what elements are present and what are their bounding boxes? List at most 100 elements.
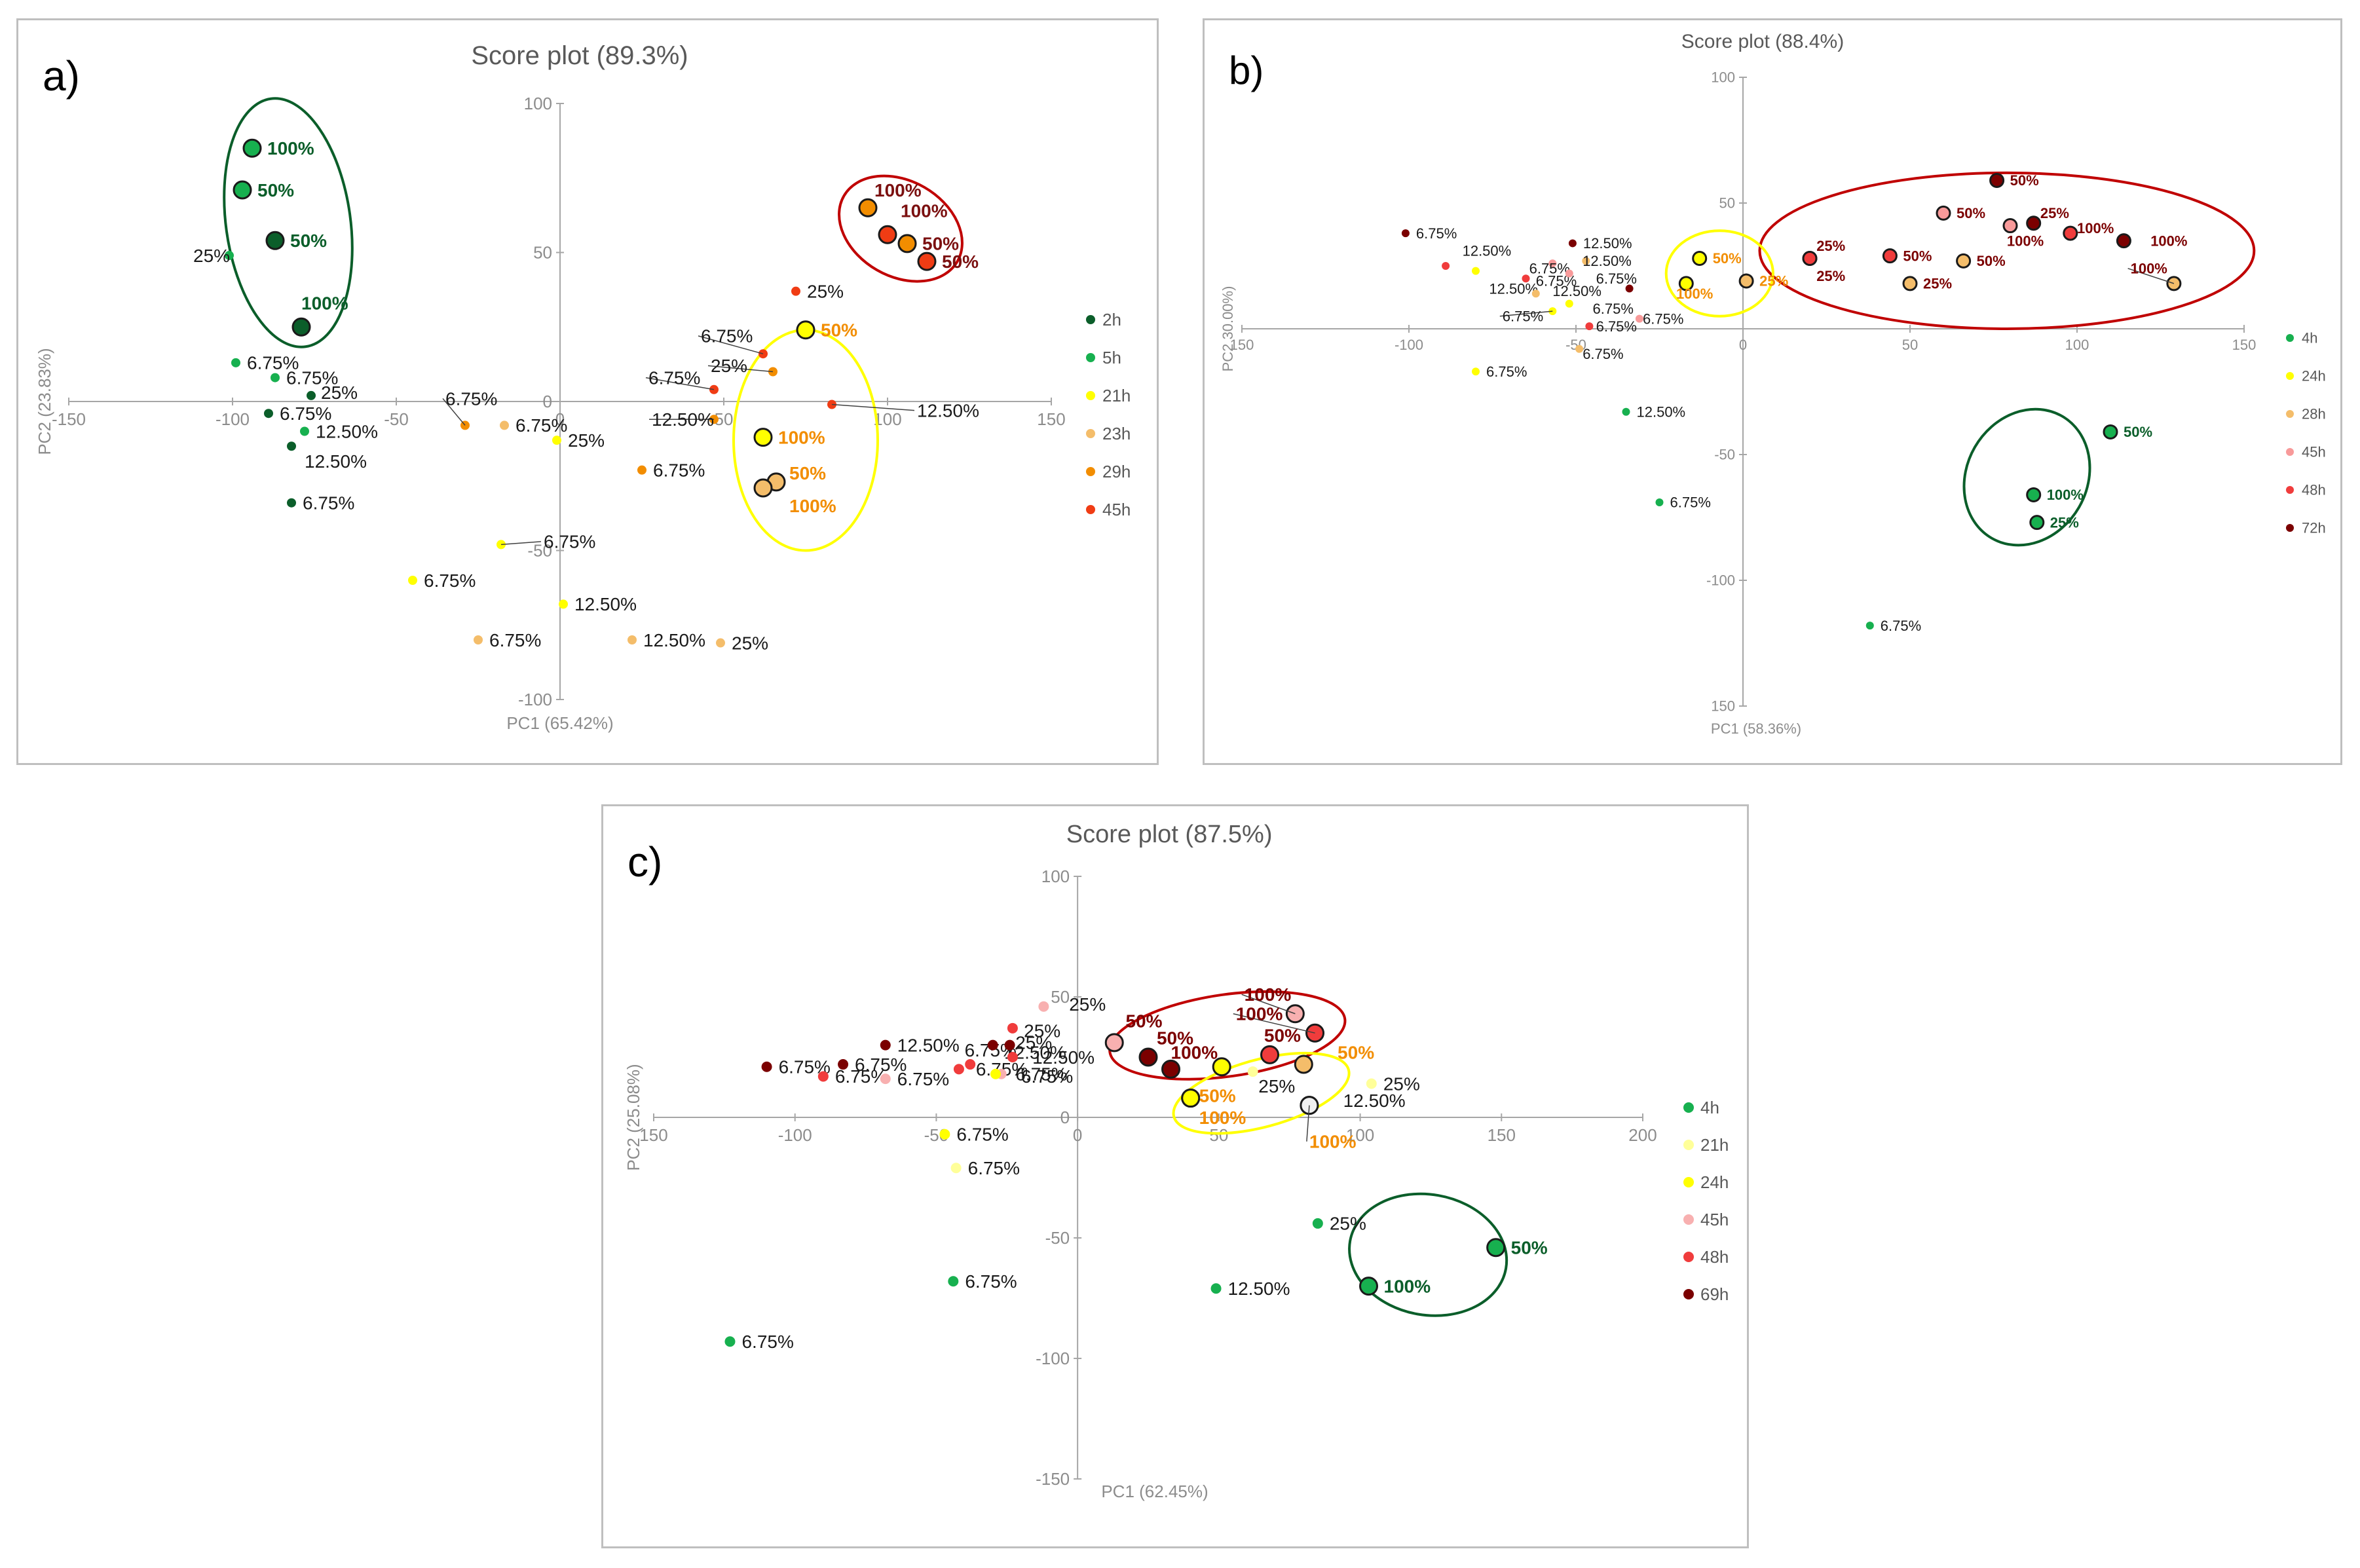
data-point-label: 12.50% (917, 400, 979, 420)
group-ellipse (223, 97, 354, 348)
data-point-label: 6.75% (1596, 318, 1637, 335)
legend-label: 28h (2302, 406, 2326, 422)
data-point-label: 50% (821, 320, 857, 341)
group-ellipse (1962, 407, 2091, 547)
data-point-label: 6.75% (1021, 1066, 1073, 1087)
legend-label: 24h (2302, 368, 2326, 384)
data-point (1138, 1047, 1158, 1067)
data-point (1585, 322, 1594, 331)
panel-c: c) Score plot (87.5%) 150 -100 -50 0 50 100 150 2… (601, 804, 1749, 1548)
x-tick-label: 150 (639, 1125, 667, 1145)
legend-marker (1683, 1252, 1694, 1262)
data-point (950, 1163, 962, 1174)
group-ellipse (1172, 1051, 1351, 1135)
data-point (271, 373, 280, 383)
data-point (761, 1061, 772, 1072)
data-point-label: 25% (1816, 238, 1845, 254)
data-point (225, 251, 234, 261)
data-point (1300, 1096, 1319, 1115)
legend-marker (1086, 467, 1095, 476)
y-tick-label: 50 (1051, 987, 1070, 1007)
data-point (1486, 1238, 1506, 1258)
data-point-label: 100% (1676, 286, 1713, 302)
panel-letter: b) (1229, 48, 1264, 92)
legend-marker (1086, 391, 1095, 400)
legend-label: 45h (1102, 500, 1131, 519)
data-point-label: 25% (807, 281, 844, 301)
data-point (1104, 1033, 1124, 1053)
data-point-label: 100% (901, 201, 948, 221)
y-tick-label: -50 (527, 541, 552, 561)
data-point (1678, 276, 1694, 291)
x-tick-label: -150 (52, 409, 86, 429)
data-point-label: 6.75% (515, 415, 567, 436)
data-point-label: 50% (1338, 1042, 1374, 1062)
panel-frame (1203, 18, 2342, 765)
data-point-label: 12.50% (305, 451, 367, 472)
data-point (1212, 1057, 1231, 1077)
data-point (1692, 250, 1708, 266)
data-point-label: 6.75% (855, 1055, 907, 1075)
data-point-label: 50% (2010, 172, 2039, 189)
data-point-label: 25% (711, 356, 747, 376)
label-leader-line (1499, 310, 1553, 317)
x-tick-label: 50 (1902, 337, 1918, 353)
legend-marker (1683, 1102, 1694, 1113)
data-point-label: 6.75% (1416, 225, 1457, 242)
y-tick-label: 100 (1041, 867, 1070, 886)
data-point-label: 6.75% (1015, 1064, 1067, 1085)
data-point-label: 12.50% (1583, 235, 1632, 252)
data-point-label: 25% (1923, 276, 1952, 292)
data-point (1007, 1052, 1018, 1062)
data-point (796, 320, 815, 340)
data-point (1582, 257, 1590, 265)
data-point (753, 428, 773, 447)
data-point (242, 138, 262, 158)
data-point (1565, 299, 1573, 308)
group-ellipse (1758, 171, 2256, 330)
data-point (1004, 1039, 1015, 1051)
data-point (1472, 267, 1480, 275)
data-point-label: 6.75% (741, 1332, 793, 1352)
data-point (1522, 274, 1530, 283)
data-point-label: 25% (1759, 273, 1788, 289)
data-point-label: 25% (1069, 994, 1106, 1015)
data-point-label: 12.50% (1552, 283, 1601, 299)
legend-marker (2286, 524, 2294, 532)
data-point (1625, 284, 1634, 293)
data-point-label: 12.50% (316, 421, 378, 441)
group-ellipse (838, 174, 964, 283)
data-point-label: 12.50% (1228, 1279, 1290, 1299)
panel-b: b) Score plot (88.4%) 150 -100 -50 0 50 100 150 1… (1203, 18, 2342, 765)
data-point (1161, 1059, 1181, 1079)
data-point (408, 576, 417, 585)
data-point (291, 317, 311, 337)
data-point-label: 100% (2150, 233, 2187, 249)
data-point (2116, 233, 2131, 249)
data-point-label: 50% (922, 234, 959, 254)
x-tick-label: 100 (1346, 1125, 1374, 1145)
legend-label: 45h (1700, 1210, 1729, 1229)
data-point-label: 6.75% (835, 1066, 887, 1087)
legend-label: 29h (1102, 462, 1131, 481)
legend-marker (1086, 353, 1095, 362)
x-tick-label: 200 (1628, 1125, 1657, 1145)
data-point-label: 12.50% (1343, 1091, 1406, 1111)
data-point-label: 6.75% (653, 460, 705, 480)
data-point (724, 1336, 736, 1347)
score-plot-a: a) Score plot (89.3%) -150 -100 -50 0 50 100 150… (16, 18, 1159, 765)
data-point-label: 6.75% (1596, 271, 1637, 287)
data-point-label: 6.75% (247, 353, 299, 373)
data-point (1472, 367, 1480, 376)
data-point (716, 638, 725, 648)
data-point-label: 12.50% (1583, 253, 1632, 269)
data-point-label: 50% (1957, 205, 1985, 221)
data-point-label: 12.50% (574, 594, 637, 614)
data-point-label: 6.75% (489, 630, 541, 650)
label-leader-line (442, 398, 466, 426)
y-tick-label: -50 (1045, 1228, 1070, 1248)
group-ellipse (1348, 1192, 1508, 1317)
x-tick-label: -100 (1395, 337, 1423, 353)
x-tick-label: 150 (1037, 409, 1065, 429)
data-point-label: 12.50% (1463, 243, 1512, 259)
